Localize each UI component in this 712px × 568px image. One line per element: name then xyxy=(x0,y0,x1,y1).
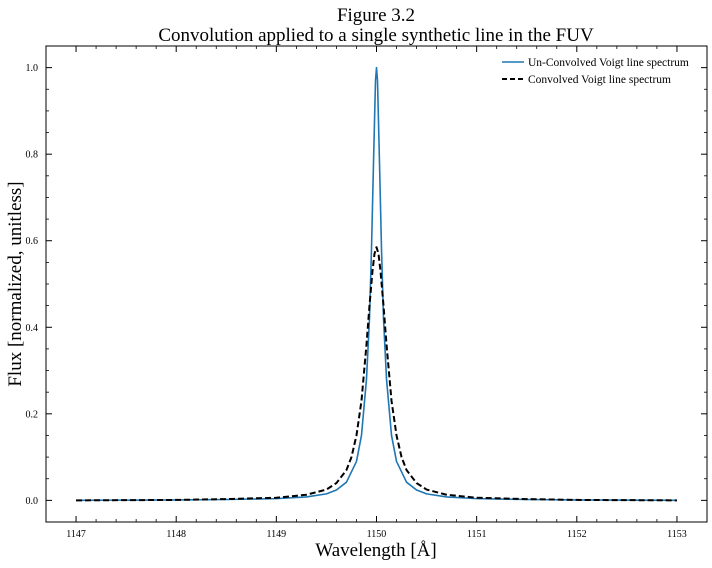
y-tick-label: 0.6 xyxy=(26,236,39,247)
x-axis-ticks: 1147 1148 1149 1150 1151 1152 1153 xyxy=(66,46,687,540)
y-tick-label: 0.4 xyxy=(26,323,39,334)
chart-title-line-1: Figure 3.2 xyxy=(337,5,415,26)
plot-area-frame xyxy=(45,45,708,523)
x-axis-label: Wavelength [Å] xyxy=(315,540,436,561)
y-tick-label: 0.2 xyxy=(26,409,39,420)
x-tick-label: 1149 xyxy=(267,529,287,540)
legend-label-unconvolved: Un-Convolved Voigt line spectrum xyxy=(528,57,689,69)
legend-label-convolved: Convolved Voigt line spectrum xyxy=(528,74,671,86)
series-layer xyxy=(76,66,677,502)
series-line-unconvolved xyxy=(76,66,677,502)
x-tick-label: 1147 xyxy=(66,529,86,540)
y-axis-ticks: 0.0 0.2 0.4 0.6 0.8 1.0 xyxy=(26,63,707,523)
y-tick-label: 0.0 xyxy=(26,496,39,507)
x-tick-label: 1152 xyxy=(567,529,587,540)
y-axis-label: Flux [normalized, unitless] xyxy=(5,181,26,386)
series-line-convolved xyxy=(76,246,677,502)
x-tick-label: 1150 xyxy=(367,529,387,540)
x-tick-label: 1153 xyxy=(667,529,687,540)
x-tick-label: 1151 xyxy=(467,529,487,540)
chart-title-line-2: Convolution applied to a single syntheti… xyxy=(158,25,594,46)
y-tick-label: 0.8 xyxy=(26,150,39,161)
x-tick-label: 1148 xyxy=(166,529,186,540)
legend: Un-Convolved Voigt line spectrum Convolv… xyxy=(502,57,689,86)
y-tick-label: 1.0 xyxy=(26,63,39,74)
